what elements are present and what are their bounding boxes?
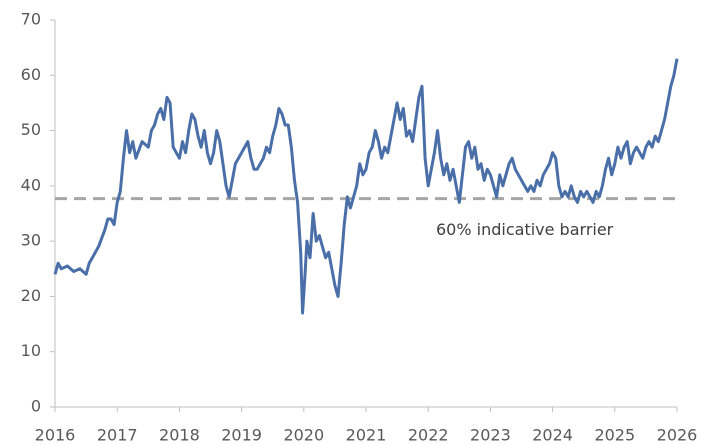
- x-tick-label: 2020: [283, 426, 324, 445]
- y-tick-label: 30: [21, 231, 41, 250]
- x-tick-label: 2019: [221, 426, 262, 445]
- y-tick-label: 50: [21, 120, 41, 139]
- x-tick-label: 2022: [408, 426, 449, 445]
- y-tick-label: 0: [31, 397, 41, 416]
- x-tick-label: 2017: [97, 426, 138, 445]
- x-tick-label: 2024: [532, 426, 573, 445]
- y-tick-label: 20: [21, 286, 41, 305]
- x-tick-label: 2026: [657, 426, 698, 445]
- data-line: [53, 58, 679, 315]
- y-tick-label: 40: [21, 175, 41, 194]
- y-tick-label: 60: [21, 65, 41, 84]
- y-tick-label: 10: [21, 341, 41, 360]
- x-tick-label: 2021: [346, 426, 387, 445]
- barrier-label: 60% indicative barrier: [436, 220, 614, 239]
- x-tick-label: 2023: [470, 426, 511, 445]
- x-tick-label: 2018: [159, 426, 200, 445]
- x-tick-label: 2016: [35, 426, 76, 445]
- x-tick-label: 2025: [594, 426, 635, 445]
- y-tick-label: 70: [21, 10, 41, 29]
